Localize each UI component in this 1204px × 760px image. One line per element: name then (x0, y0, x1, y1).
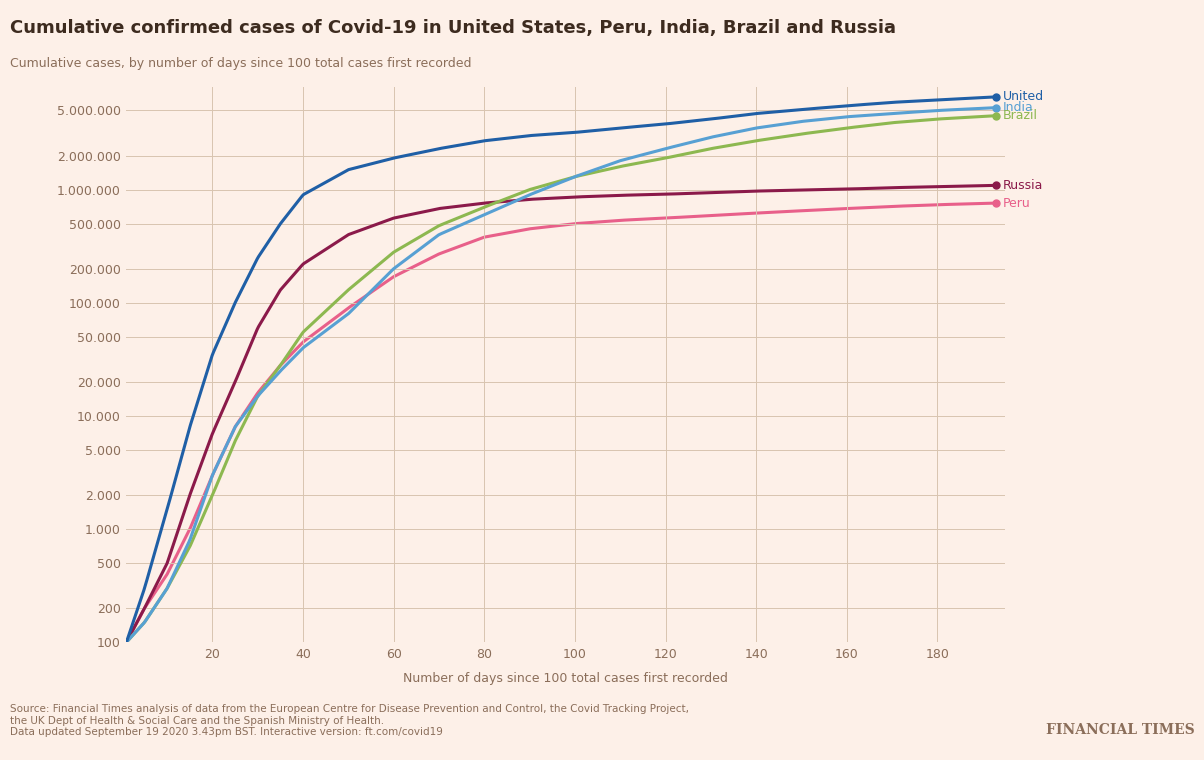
Text: Peru: Peru (1003, 197, 1031, 210)
Text: Russia: Russia (1003, 179, 1044, 192)
Text: Source: Financial Times analysis of data from the European Centre for Disease Pr: Source: Financial Times analysis of data… (10, 704, 689, 737)
Text: Cumulative cases, by number of days since 100 total cases first recorded: Cumulative cases, by number of days sinc… (10, 57, 471, 70)
Text: Brazil: Brazil (1003, 109, 1038, 122)
Text: Cumulative confirmed cases of Covid-19 in United States, Peru, India, Brazil and: Cumulative confirmed cases of Covid-19 i… (10, 19, 896, 37)
Text: FINANCIAL TIMES: FINANCIAL TIMES (1045, 724, 1194, 737)
X-axis label: Number of days since 100 total cases first recorded: Number of days since 100 total cases fir… (403, 672, 728, 685)
Text: United: United (1003, 90, 1044, 103)
Text: India: India (1003, 101, 1034, 114)
